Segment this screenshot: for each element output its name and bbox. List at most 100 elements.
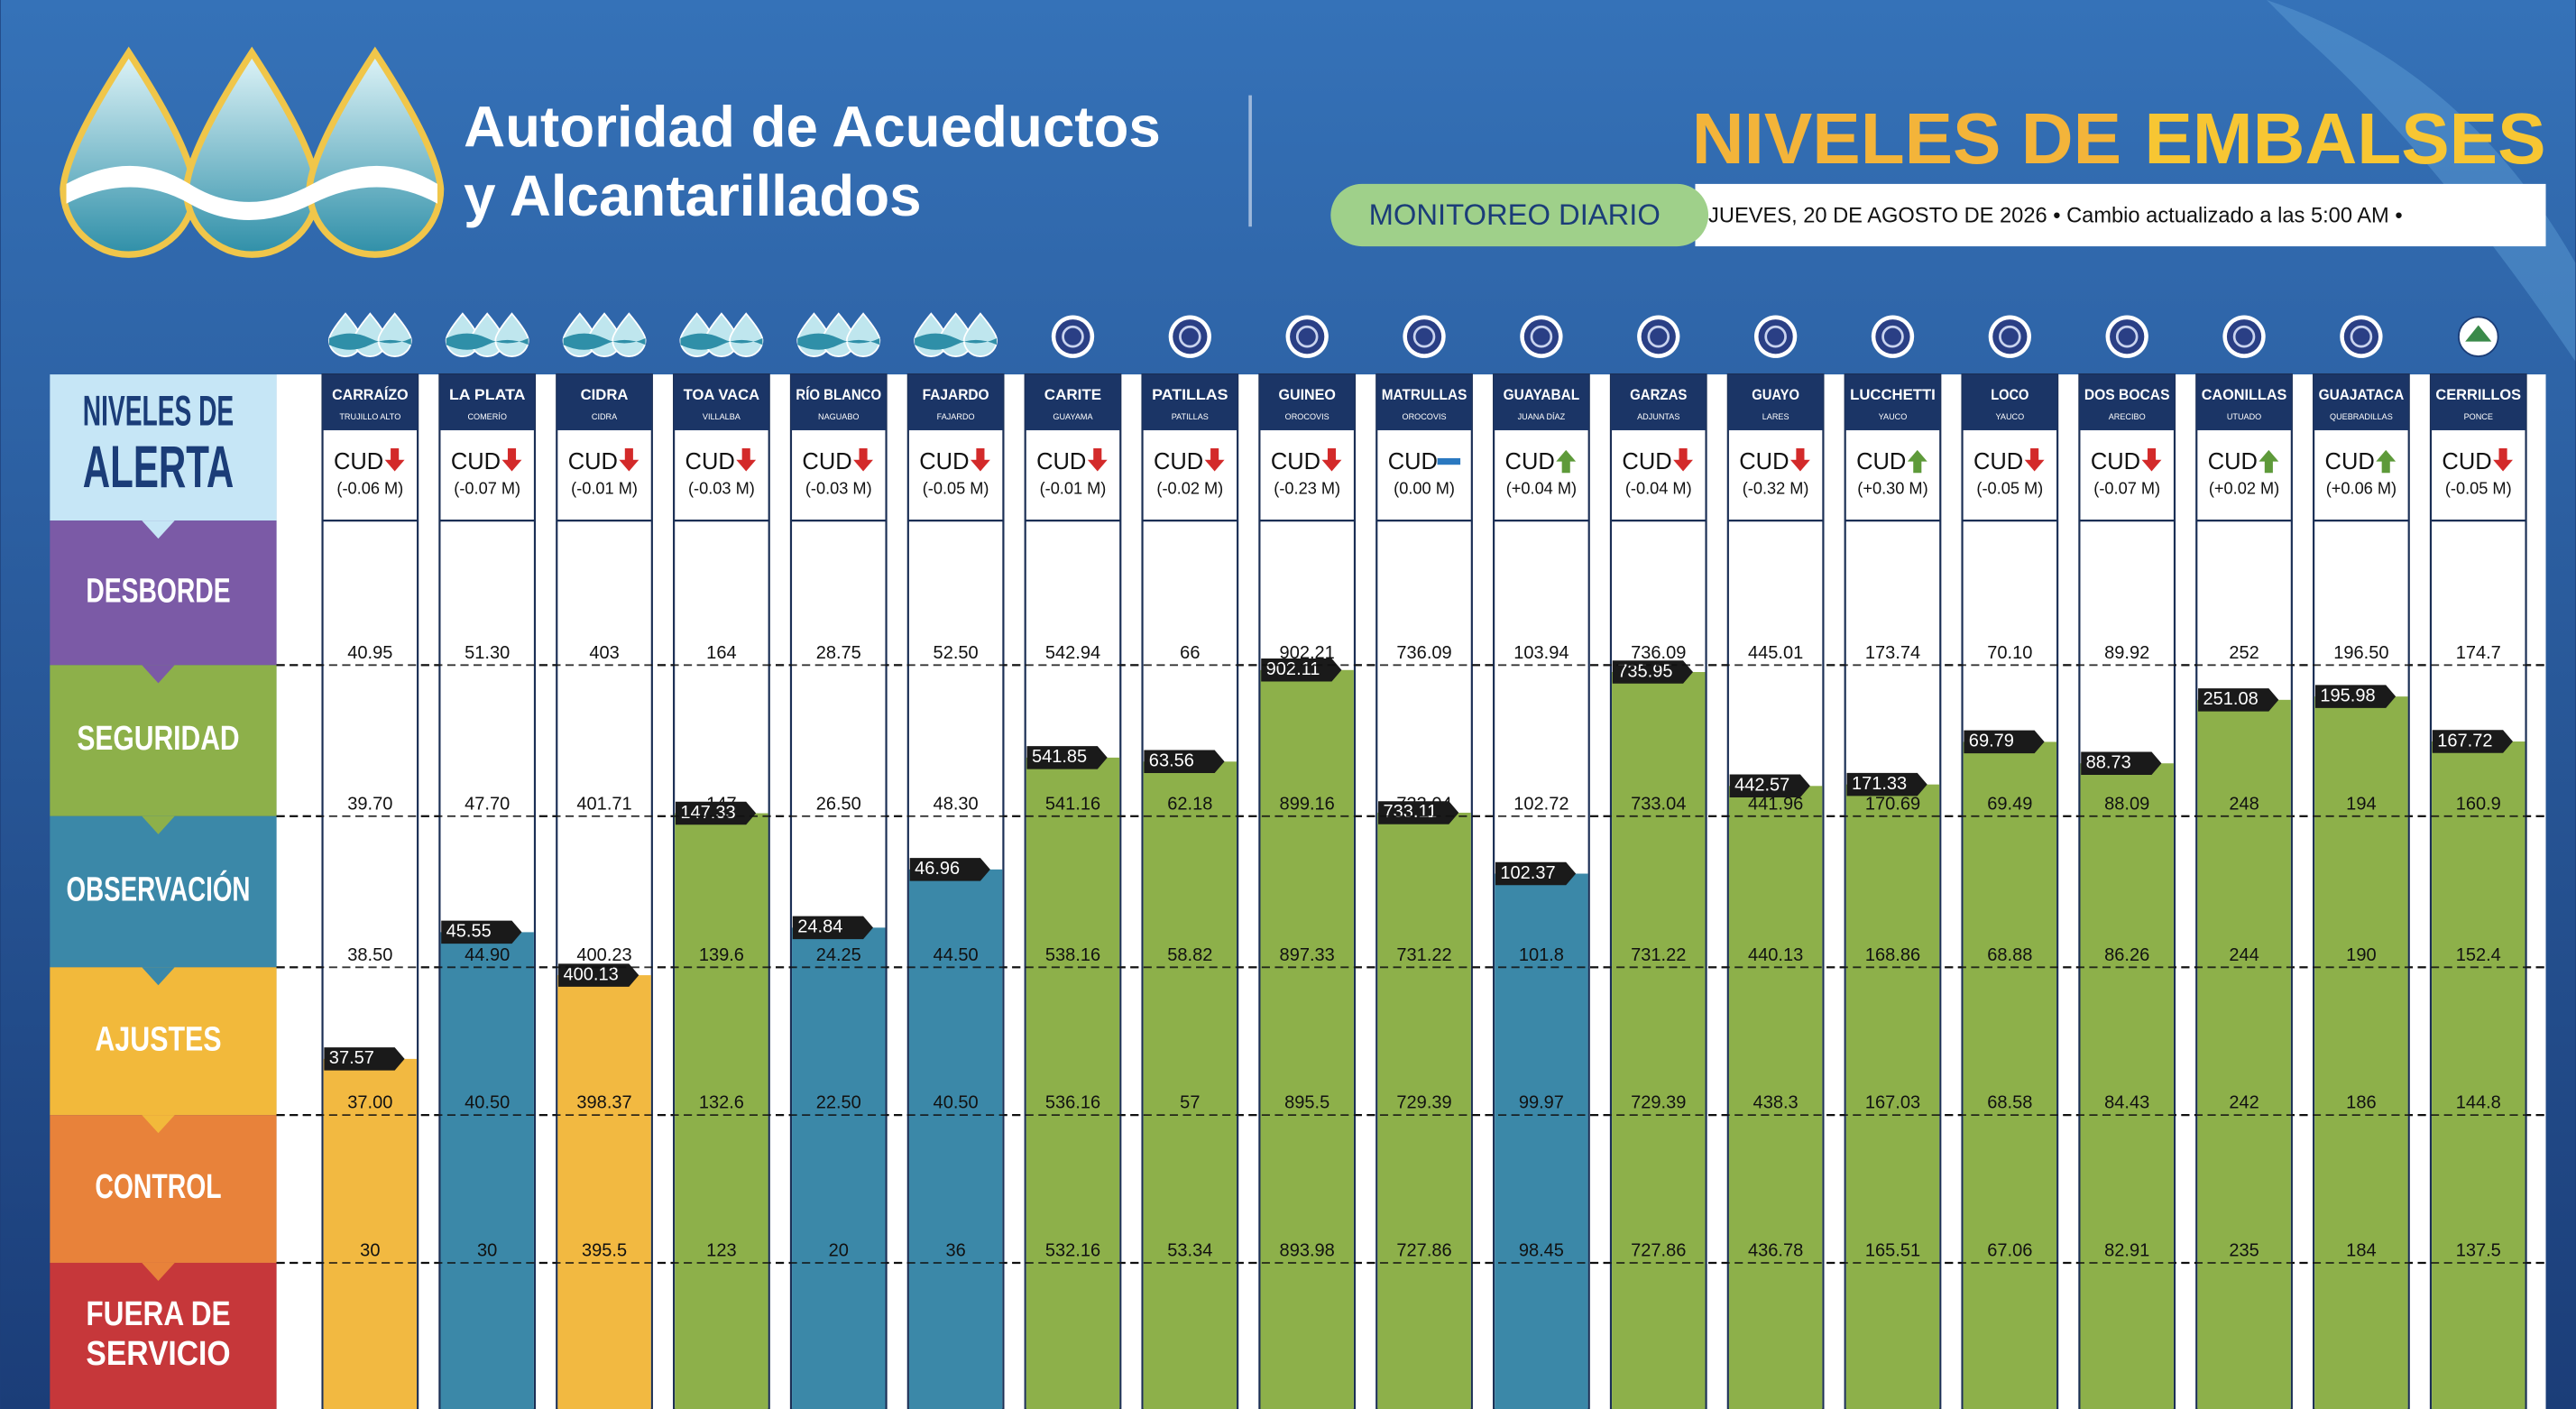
change: (-0.04 M) [1625,479,1692,497]
column-head [1962,374,2058,430]
icon-aaa [679,312,764,357]
level-label: 147.33 [680,803,735,823]
reservoir-town: ADJUNTAS [1637,412,1679,421]
level-bar [323,1058,418,1409]
threshold-label: 30 [477,1241,497,1261]
cud-label: CUD [1856,449,1906,474]
icon-seal-ring [2115,325,2139,348]
threshold-label: 40.50 [465,1093,510,1113]
threshold-label: 729.39 [1631,1093,1686,1113]
threshold-label: 436.78 [1748,1241,1803,1261]
threshold-label: 440.13 [1748,945,1803,965]
level-bar [440,932,534,1409]
date-line: JUEVES, 20 DE AGOSTO DE 2026 • Cambio ac… [1708,205,2403,228]
reservoir-name: GARZAS [1630,387,1687,403]
change: (0.00 M) [1394,479,1455,497]
column-head [1494,374,1589,430]
cud-label: CUD [2208,449,2258,474]
reservoir-name: LA PLATA [449,387,526,403]
alert-band [50,1262,277,1409]
reservoir-town: YAUCO [1879,412,1908,421]
column-head [1142,374,1238,430]
reservoir-town: PONCE [2464,412,2493,421]
threshold-label: 24.25 [816,945,861,965]
cud-label: CUD [1505,449,1555,474]
reservoir-town: OROCOVIS [1285,412,1329,421]
icon-aaa [562,312,647,357]
level-tag [1495,861,1577,886]
org-name: Autoridad de Acueductos [464,94,1161,159]
icon-seal-inner [1406,319,1442,355]
icon-seal-ring [1295,325,1319,348]
icon-drop [377,312,412,357]
change: (-0.05 M) [2445,479,2512,497]
alert-band [50,815,277,968]
change: (-0.32 M) [1743,479,1809,497]
threshold-label: 36 [945,1241,965,1261]
threshold-label: 68.58 [1987,1093,2032,1113]
reservoir-name: PATILLAS [1152,387,1228,403]
reservoir-name: RÍO BLANCO [796,386,881,403]
reservoir-town: NAGUABO [818,412,859,421]
level-label: 171.33 [1852,774,1907,794]
threshold-label: 99.97 [1519,1093,1564,1113]
threshold-label: 39.70 [347,794,392,814]
change: (+0.30 M) [1857,479,1927,497]
column-head [1610,374,1707,430]
threshold-label: 52.50 [934,643,979,663]
threshold-label: 82.91 [2104,1241,2149,1261]
notch [142,815,175,834]
icon-seal-ring [2232,325,2256,348]
alert-label: SERVICIO [86,1334,230,1373]
trend-arrow [501,448,522,472]
reservoir-town: JUANA DÍAZ [1518,412,1566,421]
icon-seal-ring [1530,325,1553,348]
icon-wave [328,333,411,350]
column-head [1025,374,1121,430]
threshold-label: 40.95 [347,643,392,663]
cud-label: CUD [2325,449,2375,474]
level-bar [792,927,886,1409]
alert-band [50,1115,277,1263]
level-label: 541.85 [1032,747,1087,767]
icon-seal-ring [1412,325,1436,348]
column-head [790,374,887,430]
icon-wave [915,333,998,350]
icon-seal-inner [2110,319,2145,355]
level-tag [1026,746,1108,769]
change: (-0.05 M) [923,479,989,497]
threshold-label: 102.72 [1513,794,1569,814]
level-label: 88.73 [2086,753,2131,773]
threshold-label: 736.09 [1631,643,1686,663]
icon-seal-inner [1523,319,1559,355]
level-label: 733.11 [1384,802,1438,822]
change: (-0.03 M) [805,479,872,497]
threshold-label: 173.74 [1865,643,1920,663]
icon-wave [680,333,763,350]
cud-label: CUD [2442,449,2491,474]
cud-label: CUD [2091,449,2140,474]
trend-arrow [1204,448,1225,472]
title-part: EMBALSES [2144,97,2545,179]
threshold-label: 235 [2229,1241,2259,1261]
reservoir-town: FAJARDO [937,412,975,421]
change: (-0.05 M) [1976,479,2043,497]
icon-wave [446,333,529,350]
level-bar [1377,812,1471,1409]
threshold-label: 26.50 [816,794,861,814]
threshold-label: 532.16 [1045,1241,1100,1261]
trend-arrow [1673,448,1693,472]
icon-seal-ring [1179,325,1201,348]
threshold-label: 84.43 [2104,1093,2149,1113]
threshold-label: 736.09 [1396,643,1451,663]
threshold-label: 53.34 [1167,1241,1212,1261]
threshold-label: 174.7 [2456,643,2501,663]
threshold-label: 727.86 [1396,1241,1451,1261]
level-tag [2081,751,2162,775]
threshold-label: 893.98 [1280,1241,1335,1261]
icon-seal-inner [2226,319,2262,355]
column-head [2430,374,2526,430]
level-tag [1378,801,1459,824]
reservoir-name: GUAYABAL [1504,387,1579,403]
level-tag [324,1047,405,1071]
